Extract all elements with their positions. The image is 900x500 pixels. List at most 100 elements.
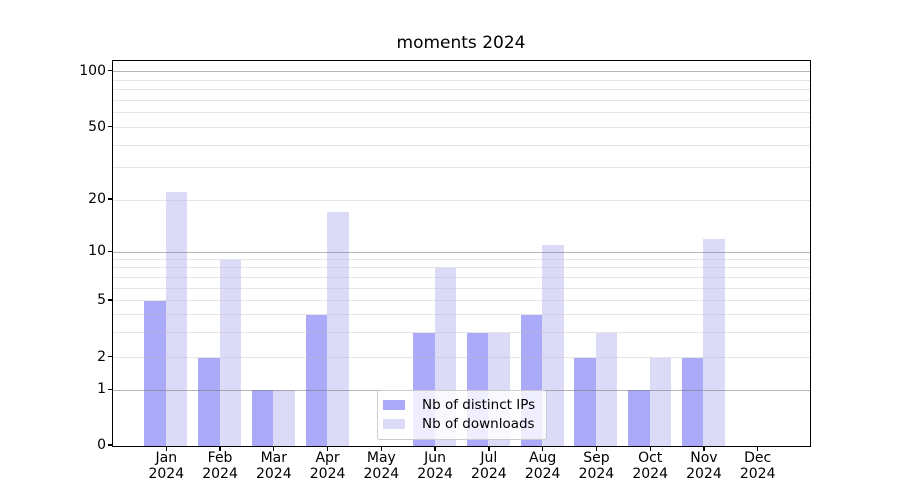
x-tick-mark <box>273 446 275 451</box>
year-label: 2024 <box>417 465 453 482</box>
x-tick-mark <box>380 446 382 451</box>
legend-item-downloads: Nb of downloads <box>383 414 546 433</box>
bar-downloads-oct <box>649 357 672 446</box>
month-label: Nov <box>690 450 718 466</box>
month-label: Jul <box>480 450 498 466</box>
plot-area: Nb of distinct IPs Nb of downloads <box>112 60 811 447</box>
x-tick-label-dec: Dec 2024 <box>718 450 798 482</box>
minor-gridline <box>113 167 810 169</box>
bar-ips-mar <box>251 390 274 446</box>
y-tick-mark <box>108 125 113 128</box>
y-tick-label: 5 <box>97 291 106 308</box>
x-tick-mark <box>434 446 436 451</box>
month-label: Apr <box>315 450 340 466</box>
bar-downloads-apr <box>327 212 349 446</box>
x-tick-mark <box>488 446 490 451</box>
x-tick-label-apr: Apr 2024 <box>288 450 368 482</box>
year-label: 2024 <box>202 465 238 482</box>
bar-ips-apr <box>305 314 328 446</box>
x-tick-label-aug: Aug 2024 <box>503 450 583 482</box>
legend-item-distinct-ips: Nb of distinct IPs <box>383 395 546 414</box>
minor-gridline <box>113 112 810 114</box>
y-tick-label: 10 <box>88 243 106 260</box>
bar-downloads-jan <box>165 192 188 446</box>
x-tick-mark <box>595 446 598 451</box>
month-label: Jun <box>424 450 447 466</box>
x-tick-label-nov: Nov 2024 <box>664 450 744 482</box>
x-tick-label-jan: Jan 2024 <box>126 450 206 482</box>
y-tick-mark <box>108 444 113 446</box>
bar-downloads-sep <box>595 332 618 446</box>
bar-downloads-feb <box>219 259 242 446</box>
month-label: Oct <box>638 450 663 466</box>
major-gridline <box>113 251 810 253</box>
x-tick-label-oct: Oct 2024 <box>610 450 690 482</box>
y-tick-label: 50 <box>88 118 106 135</box>
legend-swatch-distinct-ips <box>383 399 405 410</box>
bar-ips-jan <box>144 300 166 446</box>
x-tick-label-sep: Sep 2024 <box>556 450 636 482</box>
y-tick-label: 2 <box>97 348 106 365</box>
month-label: May <box>366 450 396 466</box>
legend-label-downloads: Nb of downloads <box>422 415 535 432</box>
year-label: 2024 <box>632 465 668 482</box>
minor-gridline <box>113 276 810 278</box>
x-tick-mark <box>165 446 167 451</box>
major-gridline <box>113 71 810 73</box>
month-label: Mar <box>260 450 288 466</box>
x-tick-mark <box>757 446 759 451</box>
bar-ips-oct <box>628 390 650 446</box>
month-label: Aug <box>528 450 557 466</box>
month-label: Dec <box>744 450 772 466</box>
x-tick-label-mar: Mar 2024 <box>234 450 314 482</box>
year-label: 2024 <box>309 465 346 482</box>
minor-gridline <box>113 89 810 91</box>
x-tick-label-may: May 2024 <box>341 450 421 482</box>
bar-downloads-mar <box>273 390 295 446</box>
minor-gridline <box>113 144 810 146</box>
x-tick-mark <box>326 446 329 451</box>
bar-downloads-nov <box>703 238 725 446</box>
year-label: 2024 <box>578 465 615 482</box>
y-tick-label: 20 <box>88 190 106 207</box>
bar-ips-nov <box>681 357 704 446</box>
y-tick-label: 0 <box>97 437 106 453</box>
y-tick-mark <box>108 356 113 358</box>
minor-gridline <box>113 332 810 334</box>
year-label: 2024 <box>148 465 185 482</box>
year-label: 2024 <box>739 465 776 482</box>
minor-gridline <box>113 267 810 269</box>
minor-gridline <box>113 259 810 261</box>
year-label: 2024 <box>524 465 561 482</box>
minor-gridline <box>113 287 810 289</box>
x-tick-label-feb: Feb 2024 <box>180 450 260 482</box>
y-tick-label: 1 <box>97 381 106 398</box>
chart-title: moments 2024 <box>396 33 526 53</box>
minor-gridline <box>113 300 810 302</box>
y-tick-mark <box>108 70 113 72</box>
legend-swatch-downloads <box>383 418 405 429</box>
x-tick-mark <box>649 446 651 451</box>
y-tick-mark <box>108 198 113 200</box>
minor-gridline <box>113 199 810 201</box>
minor-gridline <box>113 100 810 102</box>
y-tick-label: 100 <box>79 62 106 79</box>
y-tick-mark <box>108 299 113 301</box>
year-label: 2024 <box>471 465 507 482</box>
year-label: 2024 <box>686 465 722 482</box>
year-label: 2024 <box>255 465 292 482</box>
x-tick-mark <box>703 446 705 451</box>
minor-gridline <box>113 79 810 81</box>
legend-label-distinct-ips: Nb of distinct IPs <box>422 396 536 413</box>
year-label: 2024 <box>363 465 400 482</box>
bar-ips-feb <box>198 357 220 446</box>
x-tick-label-jun: Jun 2024 <box>395 450 475 482</box>
y-tick-mark <box>108 250 113 252</box>
month-label: Feb <box>207 450 233 466</box>
x-tick-label-jul: Jul 2024 <box>449 450 529 482</box>
minor-gridline <box>113 127 810 129</box>
month-label: Sep <box>583 450 610 466</box>
month-label: Jan <box>155 450 178 466</box>
x-tick-mark <box>219 446 221 451</box>
minor-gridline <box>113 357 810 359</box>
